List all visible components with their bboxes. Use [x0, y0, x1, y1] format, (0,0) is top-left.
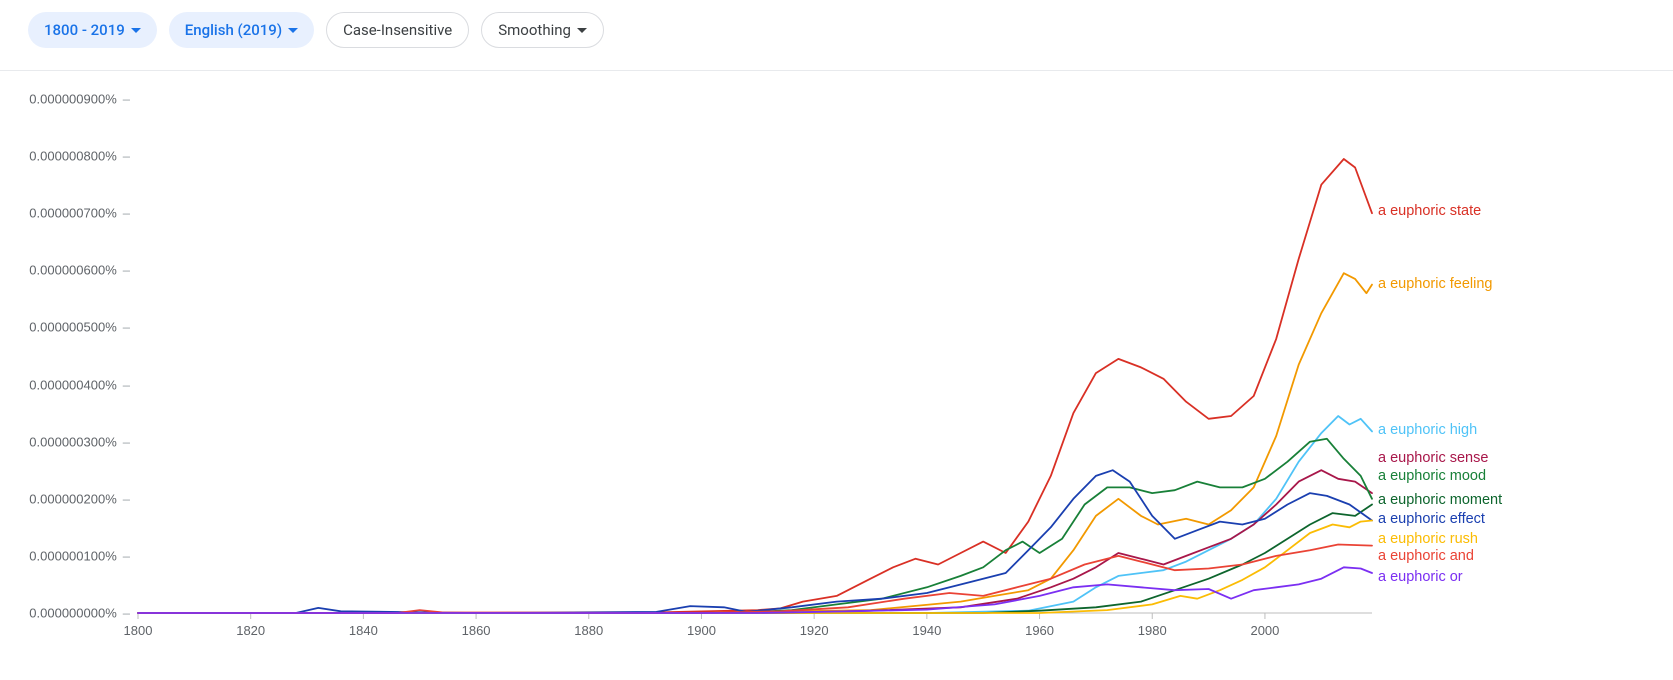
legend-item[interactable]: a euphoric effect [1378, 511, 1485, 527]
series-line[interactable] [138, 470, 1372, 613]
legend-item[interactable]: a euphoric state [1378, 203, 1481, 219]
year-range-dropdown[interactable]: 1800 - 2019 [28, 12, 157, 48]
x-tick-label: 1860 [462, 623, 491, 638]
series-line[interactable] [138, 567, 1372, 613]
x-tick-label: 1900 [687, 623, 716, 638]
series-line[interactable] [138, 470, 1372, 613]
case-toggle[interactable]: Case-Insensitive [326, 12, 469, 48]
x-tick-label: 1840 [349, 623, 378, 638]
legend-item[interactable]: a euphoric mood [1378, 468, 1486, 484]
smoothing-dropdown[interactable]: Smoothing [481, 12, 604, 48]
corpus-label: English (2019) [185, 21, 282, 39]
x-tick-label: 2000 [1250, 623, 1279, 638]
legend-item[interactable]: a euphoric feeling [1378, 276, 1492, 292]
toolbar: 1800 - 2019 English (2019) Case-Insensit… [0, 0, 1673, 71]
x-tick-label: 1920 [800, 623, 829, 638]
caret-down-icon [577, 28, 587, 33]
caret-down-icon [131, 28, 141, 33]
x-tick-label: 1960 [1025, 623, 1054, 638]
x-tick-label: 1880 [574, 623, 603, 638]
x-tick-label: 1800 [124, 623, 153, 638]
legend-item[interactable]: a euphoric and [1378, 548, 1474, 564]
legend-item[interactable]: a euphoric or [1378, 569, 1463, 585]
series-line[interactable] [138, 159, 1372, 613]
corpus-dropdown[interactable]: English (2019) [169, 12, 314, 48]
smoothing-label: Smoothing [498, 21, 571, 39]
series-line[interactable] [138, 416, 1372, 613]
legend-item[interactable]: a euphoric high [1378, 422, 1477, 438]
x-tick-label: 1980 [1138, 623, 1167, 638]
legend-item[interactable]: a euphoric sense [1378, 450, 1488, 466]
year-range-label: 1800 - 2019 [44, 21, 125, 39]
legend-item[interactable]: a euphoric rush [1378, 531, 1478, 547]
ngram-chart[interactable]: 0.000000000%–0.000000100%–0.000000200%–0… [0, 71, 1673, 677]
case-label: Case-Insensitive [343, 21, 452, 39]
legend-item[interactable]: a euphoric moment [1378, 492, 1502, 508]
x-tick-label: 1940 [912, 623, 941, 638]
x-tick-label: 1820 [236, 623, 265, 638]
caret-down-icon [288, 28, 298, 33]
